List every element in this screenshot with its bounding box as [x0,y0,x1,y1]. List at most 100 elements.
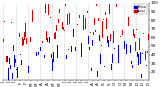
Bar [100,54,101,64]
Bar [9,58,10,64]
Bar [58,19,59,23]
Bar [105,12,106,15]
Bar [71,46,72,52]
Bar [96,4,97,6]
Bar [19,33,20,37]
Bar [70,34,71,42]
Bar [62,22,63,29]
Bar [41,36,42,37]
Bar [49,37,50,43]
Bar [111,64,112,70]
Bar [115,20,116,38]
Bar [35,46,36,51]
Bar [17,67,18,78]
Bar [13,45,14,51]
Bar [93,32,94,35]
Bar [53,52,54,62]
Bar [97,71,98,77]
Bar [133,29,134,36]
Bar [83,15,84,29]
Bar [75,47,76,51]
Bar [108,40,109,47]
Bar [57,45,58,58]
Bar [130,45,131,53]
Bar [85,18,86,29]
Bar [3,39,4,42]
Bar [107,36,108,43]
Bar [81,43,82,57]
Bar [99,35,100,41]
Bar [46,31,47,40]
Bar [124,41,125,49]
Bar [102,21,103,38]
Bar [128,17,129,26]
Bar [59,9,60,13]
Bar [140,52,141,64]
Bar [32,10,33,22]
Bar [95,30,96,32]
Bar [112,54,113,63]
Bar [89,47,90,50]
Bar [42,41,43,43]
Bar [116,4,117,7]
Bar [147,51,148,53]
Bar [6,56,7,62]
Bar [48,4,49,15]
Bar [39,39,40,44]
Bar [104,66,105,67]
Bar [118,46,119,63]
Bar [94,18,95,25]
Bar [69,13,70,24]
Bar [101,45,102,46]
Bar [141,74,142,78]
Bar [80,28,81,31]
Bar [27,51,28,61]
Bar [91,68,92,71]
Bar [22,37,23,46]
Bar [38,52,39,55]
Bar [73,29,74,37]
Bar [20,54,21,55]
Bar [129,50,130,54]
Bar [76,35,77,39]
Bar [63,27,64,30]
Bar [30,37,31,42]
Bar [142,53,143,54]
Bar [146,65,147,66]
Bar [79,15,80,18]
Bar [136,29,137,30]
Bar [15,59,16,63]
Bar [120,36,121,37]
Bar [122,30,123,35]
Bar [8,68,9,80]
Bar [145,51,146,60]
Bar [23,39,24,45]
Bar [21,60,22,65]
Bar [132,65,133,68]
Bar [77,24,78,25]
Bar [137,52,138,57]
Bar [88,36,89,44]
Bar [4,21,5,22]
Bar [45,4,46,13]
Bar [65,4,66,6]
Bar [12,73,13,79]
Bar [84,58,85,60]
Bar [28,66,29,73]
Bar [44,55,45,58]
Bar [7,56,8,62]
Bar [106,18,107,29]
Bar [54,33,55,39]
Bar [56,25,57,31]
Bar [52,59,53,71]
Bar [11,22,12,23]
Bar [24,32,25,40]
Bar [40,47,41,51]
Bar [74,33,75,43]
Bar [123,54,124,56]
Bar [98,18,99,21]
Bar [103,19,104,20]
Bar [26,38,27,44]
Bar [14,55,15,67]
Bar [50,17,51,18]
